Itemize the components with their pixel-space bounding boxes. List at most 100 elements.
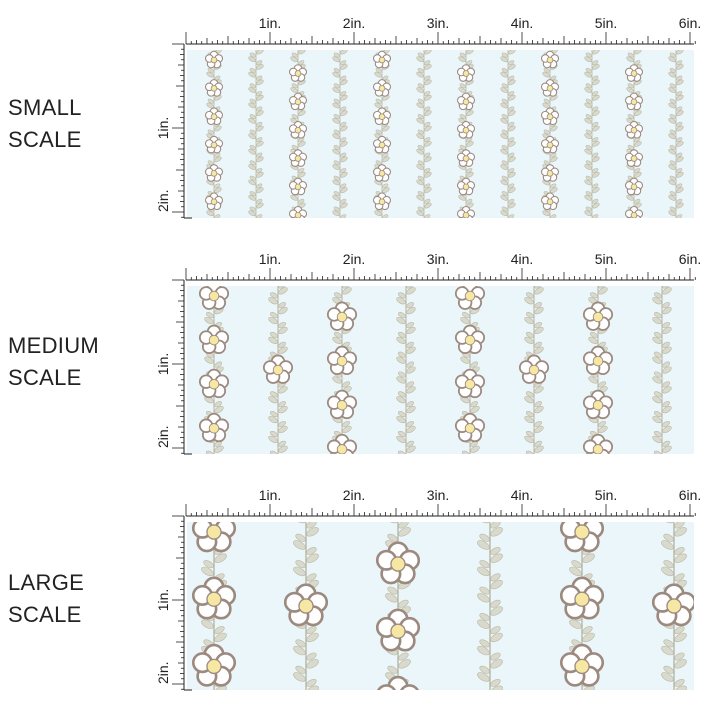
daisy-flower-icon [710, 165, 720, 182]
small-scale-line-2: SCALE [8, 127, 82, 152]
daisy-flower-icon [372, 50, 392, 69]
top-ruler-label: 1in. [259, 251, 282, 267]
flower-center [462, 126, 470, 134]
daisy-flower-icon [456, 205, 476, 218]
flower-center [464, 290, 476, 302]
top-ruler-label: 2in. [343, 251, 366, 267]
flower-center [206, 524, 222, 540]
daisy-flower-icon [456, 177, 476, 196]
flower-center [294, 126, 302, 134]
daisy-flower-icon [326, 345, 358, 375]
small-scale-line-1: SMALL [8, 95, 82, 120]
daisy-flower-icon [204, 107, 224, 126]
flower-center [391, 691, 405, 705]
daisy-flower-icon [191, 576, 237, 620]
daisy-flower-icon [191, 522, 237, 553]
leafy-vine-icon [652, 286, 672, 454]
flower-center [294, 70, 302, 77]
daisy-flower-icon [262, 354, 294, 384]
flower-center [528, 364, 540, 376]
daisy-flower-icon [454, 368, 486, 399]
daisy-flower-icon [582, 389, 614, 420]
daisy-flower-icon [710, 80, 720, 97]
flower-center [294, 211, 302, 218]
top-ruler-label: 6in. [679, 15, 702, 31]
flower-center [574, 524, 590, 540]
flower-center [294, 155, 302, 162]
flower-center [715, 142, 720, 148]
daisy-flower-icon [204, 135, 224, 154]
flower-center [715, 57, 720, 63]
daisy-flower-icon [204, 192, 224, 211]
daisy-flower-icon [375, 541, 421, 585]
flower-center [574, 591, 590, 607]
small-scale-label: SMALL SCALE [8, 92, 82, 156]
daisy-flower-icon [624, 120, 644, 139]
daisy-flower-icon [454, 324, 486, 354]
top-ruler-label: 6in. [679, 487, 702, 503]
daisy-flower-icon [559, 522, 605, 553]
flower-center [546, 113, 554, 120]
daisy-flower-icon [624, 64, 644, 82]
flower-center [206, 658, 222, 675]
daisy-flower-icon [559, 643, 605, 687]
flower-center [210, 170, 218, 177]
daisy-flower-icon [198, 368, 230, 399]
leafy-vine-icon [500, 50, 516, 218]
side-ruler-label: 1in. [155, 117, 171, 140]
leafy-vine-icon [332, 50, 348, 218]
flower-center [294, 98, 302, 106]
fabric-background [187, 50, 694, 218]
top-ruler-label: 5in. [595, 251, 618, 267]
flower-center [206, 591, 222, 607]
top-ruler: 1in. 2in. 3in. 4in. 5in. 6in. [185, 15, 702, 45]
side-ruler-label: 2in. [155, 661, 171, 684]
daisy-flower-icon [288, 64, 308, 82]
daisy-flower-icon [624, 92, 644, 111]
daisy-flower-icon [456, 120, 476, 139]
daisy-flower-icon [582, 433, 614, 454]
fabric-pattern [204, 50, 720, 218]
flower-center [464, 334, 476, 346]
side-ruler-label: 1in. [155, 589, 171, 612]
leafy-vine-icon [416, 50, 432, 218]
side-ruler: 1in. 2in. [155, 515, 192, 691]
flower-center [592, 355, 604, 367]
flower-center [336, 311, 348, 323]
daisy-flower-icon [204, 164, 224, 182]
top-ruler-label: 5in. [595, 15, 618, 31]
top-ruler-label: 1in. [259, 487, 282, 503]
leafy-vine-icon [668, 50, 684, 218]
flower-center [210, 85, 218, 92]
top-ruler-label: 4in. [511, 251, 534, 267]
daisy-flower-icon [372, 79, 392, 97]
flower-center [378, 198, 386, 206]
leafy-vine-icon [248, 50, 264, 218]
daisy-flower-icon [283, 583, 329, 627]
daisy-flower-icon [372, 192, 392, 211]
top-ruler-label: 3in. [427, 487, 450, 503]
flower-center [378, 170, 386, 177]
flower-center [592, 444, 604, 454]
side-ruler-label: 2in. [155, 189, 171, 212]
top-ruler-label: 4in. [511, 15, 534, 31]
flower-center [378, 56, 386, 64]
side-ruler: 1in. 2in. [155, 43, 192, 219]
daisy-flower-icon [288, 92, 308, 111]
flower-center [210, 198, 218, 206]
flower-center [390, 556, 406, 572]
daisy-flower-icon [540, 192, 560, 211]
flower-center [208, 423, 220, 434]
flower-center [630, 126, 638, 134]
daisy-flower-icon [710, 136, 720, 153]
flower-center [208, 378, 220, 390]
fabric-pattern [191, 522, 694, 705]
leafy-vine-icon [396, 286, 416, 454]
flower-center [208, 334, 220, 346]
daisy-flower-icon [288, 177, 308, 196]
medium-scale-panel: 1in. 2in. 3in. 4in. 5in. 6in. 1in. 2in. [150, 244, 710, 476]
flower-center [378, 141, 386, 149]
flower-center [715, 114, 720, 120]
flower-center [378, 113, 386, 120]
daisy-flower-icon [204, 79, 224, 97]
